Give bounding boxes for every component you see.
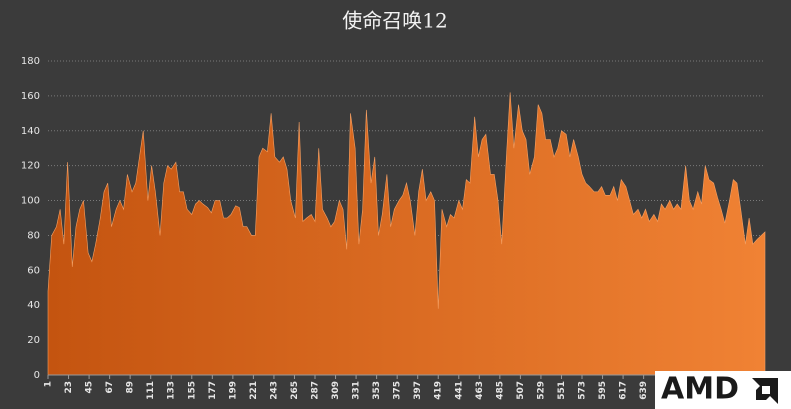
x-tick-label: 573: [578, 381, 588, 400]
x-tick-label: 177: [208, 381, 218, 400]
x-tick-label: 309: [331, 381, 341, 400]
x-tick-label: 639: [639, 381, 649, 400]
x-tick-label: 551: [557, 381, 567, 400]
x-tick-label: 133: [167, 381, 177, 400]
x-tick-label: 331: [352, 381, 362, 400]
logo-icon: [752, 378, 778, 404]
x-tick-label: 375: [393, 381, 403, 400]
x-tick-label: 67: [105, 381, 115, 394]
x-tick-label: 89: [126, 381, 136, 394]
x-tick-label: 243: [269, 381, 279, 400]
x-tick-label: 155: [187, 381, 197, 400]
plot-area: 0 20 40 60 80 100 120 140 160 180 1 23 45 67 89 111 133 1…: [21, 56, 766, 400]
x-tick-label: 199: [228, 381, 238, 400]
y-tick-label: 120: [21, 161, 40, 172]
chart-title: 使命召唤12: [342, 9, 447, 33]
x-tick-label: 1: [44, 381, 54, 387]
x-tick-label: 595: [598, 381, 608, 400]
logo-box: [655, 371, 791, 409]
y-tick-label: 160: [21, 91, 40, 102]
y-tick-label: 60: [27, 265, 40, 276]
x-tick-label: 397: [413, 381, 423, 400]
x-tick-label: 617: [619, 381, 629, 400]
y-tick-label: 20: [27, 335, 40, 346]
y-tick-label: 100: [21, 196, 40, 207]
x-tick-label: 353: [372, 381, 382, 400]
y-tick-label: 40: [27, 300, 40, 311]
x-tick-label: 419: [434, 381, 444, 400]
x-tick-label: 441: [454, 381, 464, 400]
y-tick-label: 140: [21, 126, 40, 137]
x-tick-label: 287: [311, 381, 321, 400]
x-tick-label: 507: [516, 381, 526, 400]
area: [47, 92, 766, 376]
x-tick-label: 221: [249, 381, 259, 400]
logo: AMD: [661, 372, 739, 407]
x-tick-label: 463: [475, 381, 485, 400]
x-tick-label: 45: [85, 381, 95, 394]
x-tick-label: 529: [536, 381, 546, 400]
y-tick-label: 180: [21, 56, 40, 67]
x-tick-label: 111: [146, 381, 156, 400]
x-tick-label: 23: [64, 381, 74, 394]
y-tick-label: 80: [27, 230, 40, 241]
y-tick-label: 0: [34, 370, 40, 381]
x-tick-label: 265: [290, 381, 300, 400]
x-tick-label: 485: [495, 381, 505, 400]
